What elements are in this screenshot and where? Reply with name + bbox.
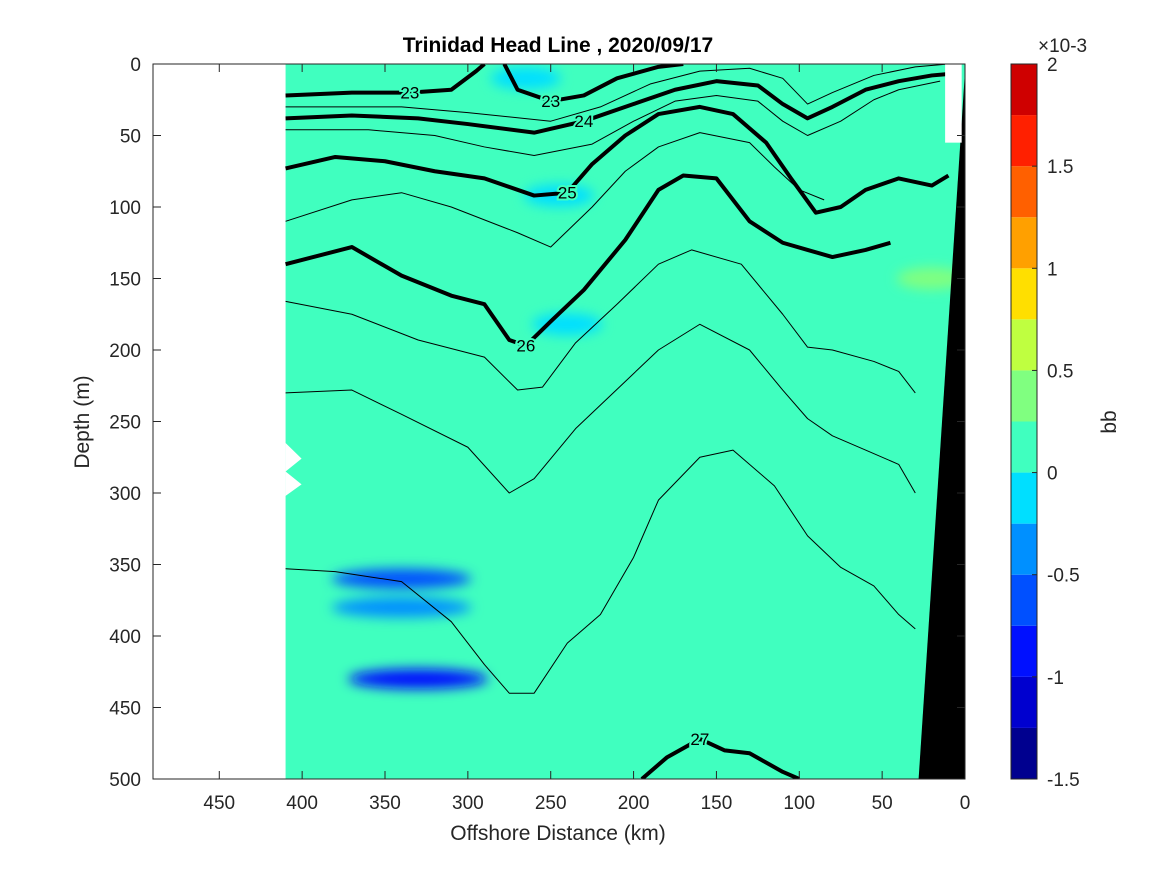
x-tick-label: 400 [286,793,318,814]
colorbar-tick-label: 2 [1047,55,1058,76]
colorbar-segment [1011,625,1037,677]
colorbar-segment [1011,472,1037,524]
colorbar-tick-label: 1.5 [1047,157,1073,178]
y-tick-label: 200 [109,341,141,362]
contour-label: 23 [541,92,560,111]
y-tick-label: 450 [109,699,141,720]
colorbar-segment [1011,370,1037,422]
y-tick-label: 150 [109,270,141,291]
colorbar-segment [1011,421,1037,473]
y-tick-label: 300 [109,484,141,505]
data-gaps [285,64,962,496]
colorbar-segment [1011,115,1037,167]
x-tick-label: 0 [960,793,971,814]
x-tick-label: 450 [203,793,235,814]
contour-label: 26 [516,337,535,356]
isopycnal-line [502,64,684,104]
x-axis: 450 400 350 300 250 200 150 100 50 0 [203,64,970,814]
y-axis-label: Depth (m) [71,375,94,468]
colorbar-segment [1011,727,1037,779]
isopycnal-line [285,72,949,135]
colorbar-segment [1011,268,1037,320]
y-tick-label: 0 [130,55,141,76]
y-axis: 0 50 100 150 200 250 300 350 400 450 500 [109,55,965,791]
colorbar-tick-label: 1 [1047,259,1058,280]
colorbar-segment [1011,64,1037,116]
contour-label: 23 [400,84,419,103]
chart-title: Trinidad Head Line , 2020/09/17 [403,34,713,57]
isopycnal-line [285,249,916,394]
fill-patch [896,267,965,290]
colorbar-tick-label: -1.5 [1047,770,1080,791]
contour-label: 27 [690,730,709,749]
x-tick-label: 350 [369,793,401,814]
x-tick-label: 150 [701,793,733,814]
isopycnal-line [285,132,825,248]
fill-patch [524,184,594,207]
y-tick-label: 50 [120,127,141,148]
isopycnal-line [640,736,801,779]
colorbar-tick-label: 0 [1047,464,1058,485]
isopycnal-line [285,64,949,122]
x-axis-label: Offshore Distance (km) [450,822,666,845]
colorbar: 2 1.5 1 0.5 0 -0.5 -1 -1.5 [1010,55,1080,791]
gap-strip [945,64,962,143]
fill-patch [331,597,472,618]
isopycnal-line [285,323,916,494]
y-tick-label: 400 [109,627,141,648]
isopycnal-line [285,104,950,215]
x-tick-label: 100 [783,793,815,814]
colorbar-label: bb [1098,410,1121,433]
colorbar-segment [1011,574,1037,626]
colorbar-segment [1011,217,1037,269]
colorbar-segment [1011,319,1037,371]
colorbar-exponent: ×10-3 [1038,36,1087,57]
y-tick-label: 250 [109,413,141,434]
fill-patch [331,568,472,589]
isopycnal-line [285,173,891,348]
colorbar-frame [1010,63,1038,780]
isopycnal-contours: 23 23 24 25 26 27 [285,64,950,779]
x-tick-label: 200 [618,793,650,814]
colorbar-tick-label: -1 [1047,668,1064,689]
colorbar-tick-label: -0.5 [1047,566,1080,587]
bathymetry-shape [918,71,965,779]
isopycnal-line [285,64,486,98]
colorbar-tick-label: 0.5 [1047,361,1073,382]
x-tick-label: 300 [452,793,484,814]
colorbar-segment [1011,676,1037,728]
colorbar-segment [1011,166,1037,218]
gap-notch [285,442,302,496]
data-fill-background [285,64,965,779]
x-tick-label: 250 [535,793,567,814]
isopycnal-line [285,449,916,694]
y-tick-label: 350 [109,556,141,577]
contour-label: 24 [574,112,593,131]
y-tick-label: 100 [109,198,141,219]
isopycnal-line [285,80,941,157]
x-tick-label: 50 [872,793,893,814]
fill-patches [331,67,965,689]
y-tick-label: 500 [109,770,141,791]
plot-area: 23 23 24 25 26 27 [285,64,965,779]
fill-patch [532,313,603,336]
contour-label: 25 [558,184,577,203]
colorbar-segment [1011,523,1037,575]
fill-patch [348,668,489,689]
